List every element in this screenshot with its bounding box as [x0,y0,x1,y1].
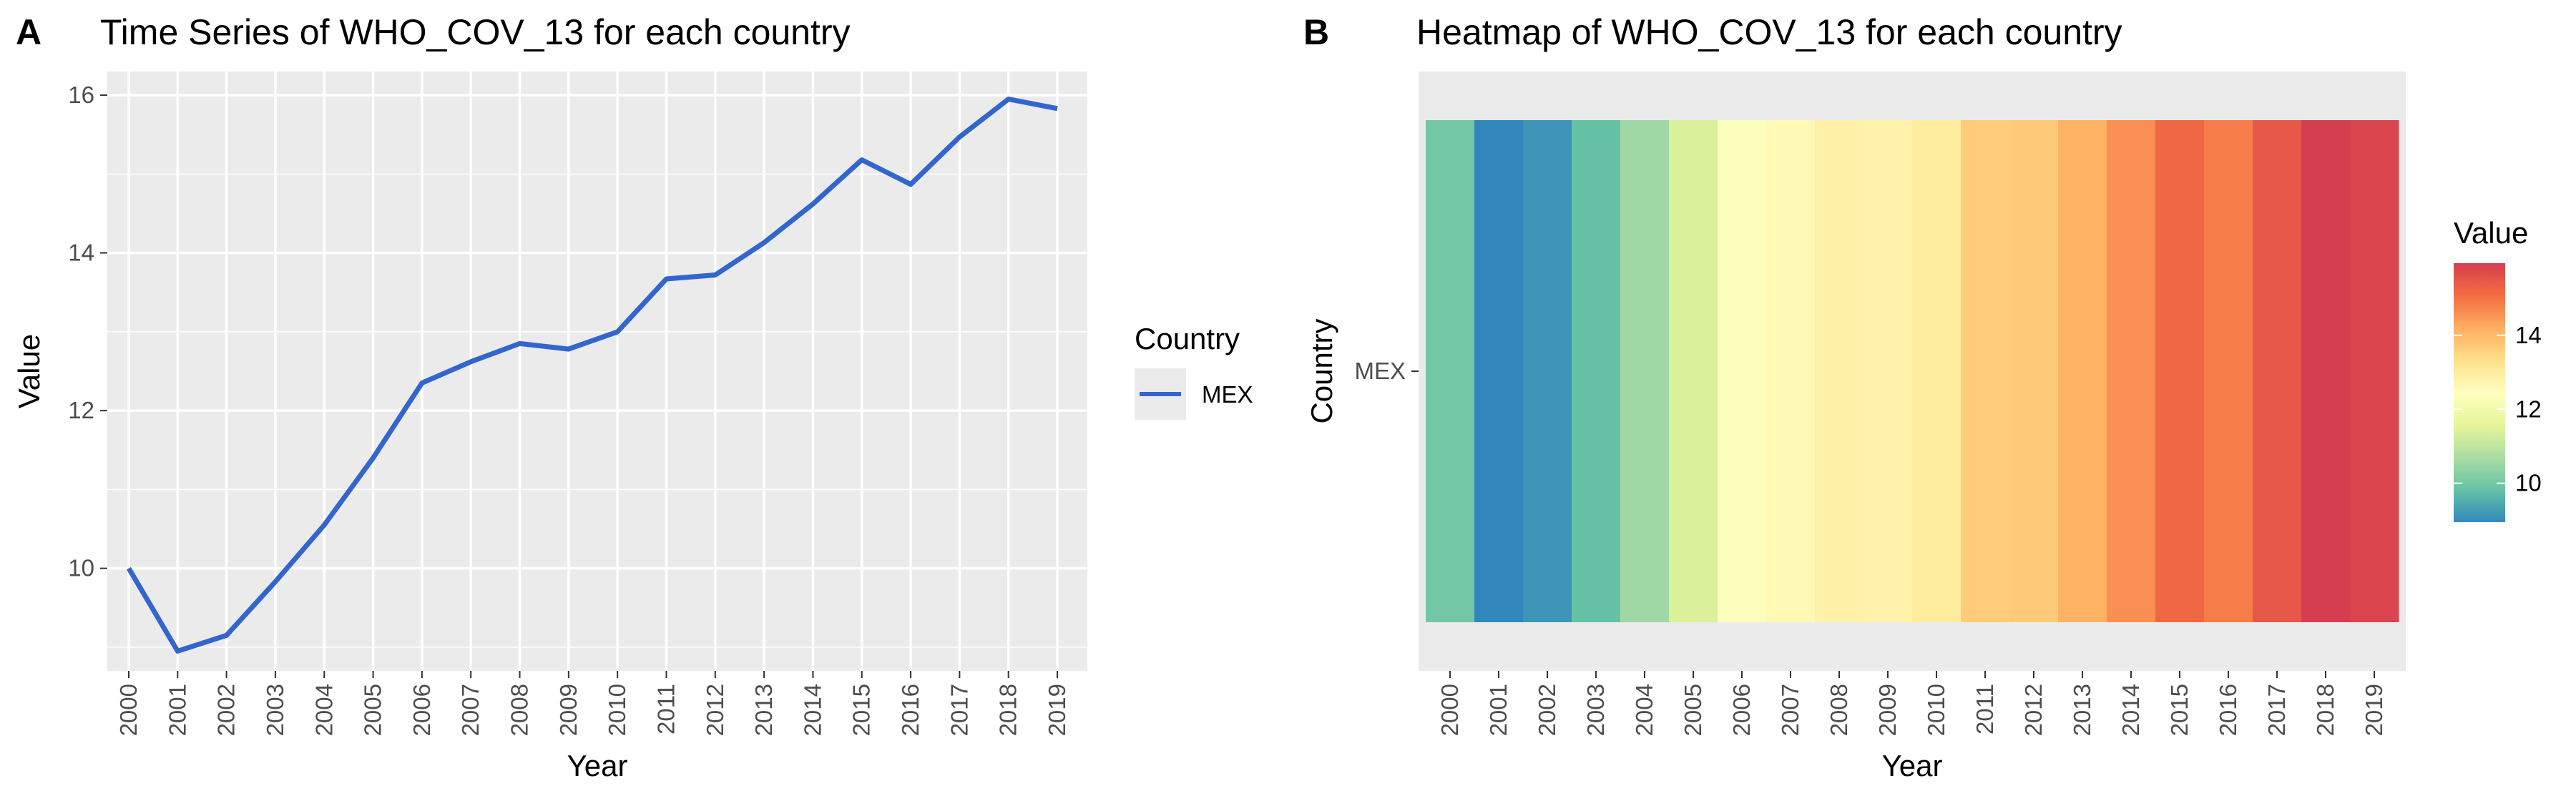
panel-b: B Heatmap of WHO_COV_13 for each country… [1303,12,2542,782]
heatmap-tile [2301,120,2351,622]
x-tick-label: 2015 [848,684,875,736]
x-tick-label: 2012 [2020,684,2047,736]
x-tick-label: 2016 [2215,684,2241,736]
x-tick-label: 2019 [1044,684,1070,736]
heatmap-tile [1718,120,1767,622]
panel-a-x-axis-title: Year [567,749,628,782]
panel-a-legend: Country MEX [1135,322,1253,420]
x-tick-label: 2010 [1923,684,1949,736]
series-line-mex [126,97,1058,654]
x-tick-label: 2004 [1631,684,1657,736]
heatmap-tile [1912,120,1962,622]
panel-a: A Time Series of WHO_COV_13 for each cou… [12,12,1253,782]
heatmap-tile [1961,120,2010,622]
colorbar-gradient [2454,263,2505,522]
x-tick-label: 2006 [1728,684,1755,736]
x-tick-label: 2008 [1826,684,1852,736]
heatmap-tile [1426,120,1475,622]
colorbar-ticks: 10 12 14 [2454,322,2542,496]
heatmap-tile [2204,120,2253,622]
x-tick-label: 2000 [115,684,142,736]
y-tick-label: 12 [68,397,94,423]
heatmap-tile [1815,120,1864,622]
heatmap-tile [2107,120,2156,622]
x-tick-label: 2019 [2361,684,2387,736]
x-tick-label: 2018 [2312,684,2339,736]
panel-a-grid [107,72,1087,671]
legend-title: Country [1135,322,1240,355]
heatmap-tile [2009,120,2059,622]
x-tick-label: 2009 [1874,684,1901,736]
panel-a-tag: A [16,12,41,52]
x-tick-label: 2001 [1485,684,1512,736]
x-tick-label: 2007 [1777,684,1803,736]
heatmap-tile [1669,120,1718,622]
y-tick-label: 16 [68,82,94,108]
legend-label-mex: MEX [1202,381,1253,408]
colorbar-title: Value [2454,216,2528,250]
x-tick-label: 2013 [2069,684,2095,736]
x-tick-label: 2007 [457,684,484,736]
panel-b-title: Heatmap of WHO_COV_13 for each country [1416,12,2122,52]
heatmap-tile [1864,120,1913,622]
x-tick-label: 2003 [1582,684,1609,736]
x-tick-label: 2018 [995,684,1022,736]
x-tick-label: 2008 [506,684,533,736]
panel-b-x-axis-title: Year [1882,749,1943,782]
x-tick-label: 2013 [750,684,777,736]
panel-b-colorbar: Value 10 12 14 [2454,216,2542,522]
x-tick-label: 2004 [310,684,337,736]
x-tick-label: 2011 [1972,684,1998,734]
x-tick-label: 2002 [213,684,240,736]
x-tick-label: 2012 [702,684,728,736]
heatmap-tile [2155,120,2205,622]
panel-a-title: Time Series of WHO_COV_13 for each count… [100,12,851,52]
panel-a-y-axis-title: Value [12,334,46,408]
colorbar-tick-label: 12 [2515,395,2542,422]
x-tick-label: 2000 [1436,684,1463,736]
heatmap-tile [2058,120,2107,622]
x-tick-label: 2014 [799,684,826,736]
panel-b-tiles [1426,120,2399,622]
panel-a-series [126,97,1058,654]
heatmap-tile [2350,120,2399,622]
heatmap-tile [1620,120,1670,622]
x-tick-label: 2017 [946,684,972,736]
x-tick-label: 2002 [1534,684,1560,736]
x-tick-label: 2003 [262,684,288,736]
y-tick-label: 14 [68,240,94,266]
panel-b-y-axis-title: Country [1305,318,1338,423]
x-tick-label: 2009 [555,684,582,736]
panel-a-plot-background [107,72,1087,671]
heatmap-tile [1766,120,1816,622]
heatmap-tile [1523,120,1572,622]
x-tick-label: 2011 [652,684,679,734]
y-tick-label: MEX [1354,358,1406,384]
heatmap-tile [1572,120,1621,622]
panel-a-y-ticks: 10 12 14 16 [68,82,107,581]
x-tick-label: 2010 [604,684,630,736]
y-tick-label: 10 [68,555,94,581]
panel-b-tag: B [1303,12,1329,52]
x-tick-label: 2017 [2263,684,2290,736]
panel-a-x-ticks: 2000 2001 2002 2003 2004 2005 2006 2007 2008 2009… [115,671,1070,736]
x-tick-label: 2005 [360,684,386,736]
x-tick-label: 2005 [1680,684,1706,736]
heatmap-tile [1474,120,1524,622]
colorbar-tick-label: 10 [2515,470,2542,496]
x-tick-label: 2006 [408,684,435,736]
x-tick-label: 2014 [2117,684,2144,736]
panel-b-y-ticks: MEX [1354,358,1419,384]
x-tick-label: 2016 [897,684,924,736]
x-tick-label: 2015 [2166,684,2193,736]
heatmap-tile [2253,120,2302,622]
x-tick-label: 2001 [164,684,190,736]
panel-b-x-ticks: 2000 2001 2002 2003 2004 2005 2006 2007 2008 2009… [1436,671,2387,736]
colorbar-tick-label: 14 [2515,322,2542,348]
